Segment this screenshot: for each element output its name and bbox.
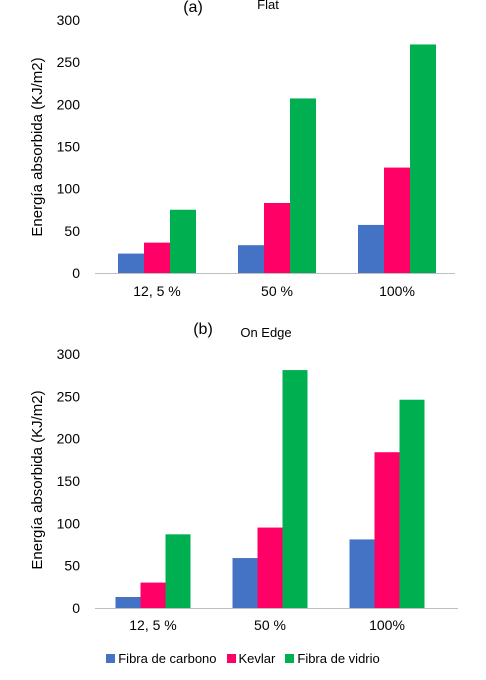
- y-tick-label: 200: [57, 96, 81, 112]
- bar-fibra-de-vidrio-3: [410, 44, 436, 273]
- y-tick-label: 150: [57, 473, 81, 489]
- y-tick-label: 50: [64, 223, 80, 239]
- bar-fibra-de-carbono-3: [349, 539, 375, 608]
- x-tick-label: 50 %: [254, 617, 286, 633]
- bar-fibra-de-carbono-2: [238, 245, 264, 273]
- chart-title-a: Flat: [257, 0, 279, 12]
- y-tick-label: 250: [57, 54, 81, 70]
- y-axis-label-b: Energía absorbida (KJ/m2): [29, 390, 46, 569]
- y-tick-label: 300: [57, 346, 81, 362]
- bar-kevlar-2: [264, 203, 290, 273]
- y-tick-labels-b: 0 50 100 150 200 250 300: [57, 346, 81, 616]
- chart-panel-a: (a) Flat Energía absorbida (KJ/m2) 0 50 10…: [29, 0, 455, 299]
- y-tick-label: 100: [57, 515, 81, 531]
- bar-fibra-de-vidrio-3: [399, 399, 425, 608]
- bars-b: [115, 370, 425, 608]
- x-tick-label: 12, 5 %: [129, 617, 176, 633]
- chart-title-b: On Edge: [240, 325, 291, 340]
- legend-item-kevlar: Kevlar: [226, 651, 276, 666]
- legend-swatch-glass: [285, 654, 295, 663]
- legend-swatch-kevlar: [226, 654, 236, 663]
- bar-kevlar-1: [144, 242, 170, 273]
- y-tick-label: 300: [57, 12, 81, 28]
- legend-label-kevlar: Kevlar: [238, 651, 276, 666]
- x-tick-label: 50 %: [261, 283, 293, 299]
- x-tick-label: 100%: [379, 283, 415, 299]
- legend-label-carbon: Fibra de carbono: [118, 651, 217, 666]
- bars-a: [118, 44, 436, 274]
- chart-legend: Fibra de carbono Kevlar Fibra de vidrio: [0, 651, 486, 666]
- y-axis-label-a: Energía absorbida (KJ/m2): [29, 57, 46, 236]
- legend-item-glass: Fibra de vidrio: [285, 651, 380, 666]
- y-tick-labels-a: 0 50 100 150 200 250 300: [57, 12, 81, 281]
- chart-panel-b: (b) On Edge Energía absorbida (KJ/m2) 0 5…: [29, 321, 458, 633]
- bar-kevlar-2: [257, 527, 283, 608]
- panel-label-b: (b): [193, 321, 213, 338]
- bar-fibra-de-carbono-1: [115, 596, 141, 608]
- y-tick-label: 50: [64, 558, 80, 574]
- bar-fibra-de-carbono-1: [118, 253, 144, 273]
- x-tick-label: 12, 5 %: [133, 283, 180, 299]
- bar-fibra-de-vidrio-2: [282, 370, 308, 608]
- panel-label-a: (a): [183, 0, 203, 16]
- x-tick-label: 100%: [369, 617, 405, 633]
- bar-fibra-de-vidrio-1: [165, 534, 191, 608]
- y-tick-label: 250: [57, 388, 81, 404]
- bar-kevlar-3: [384, 167, 410, 273]
- y-tick-label: 0: [72, 265, 80, 281]
- bar-fibra-de-carbono-2: [232, 558, 258, 608]
- legend-label-glass: Fibra de vidrio: [297, 651, 380, 666]
- legend-swatch-carbon: [106, 654, 116, 663]
- bar-kevlar-3: [374, 452, 400, 608]
- bar-kevlar-1: [140, 582, 166, 608]
- y-tick-label: 200: [57, 431, 81, 447]
- x-tick-labels-a: 12, 5 % 50 % 100%: [133, 283, 415, 299]
- y-tick-label: 150: [57, 139, 81, 155]
- y-tick-label: 0: [72, 600, 80, 616]
- legend-item-carbon: Fibra de carbono: [106, 651, 217, 666]
- x-tick-labels-b: 12, 5 % 50 % 100%: [129, 617, 405, 633]
- bar-fibra-de-carbono-3: [358, 224, 384, 273]
- bar-fibra-de-vidrio-2: [290, 98, 316, 274]
- bar-fibra-de-vidrio-1: [170, 209, 196, 273]
- y-tick-label: 100: [57, 181, 81, 197]
